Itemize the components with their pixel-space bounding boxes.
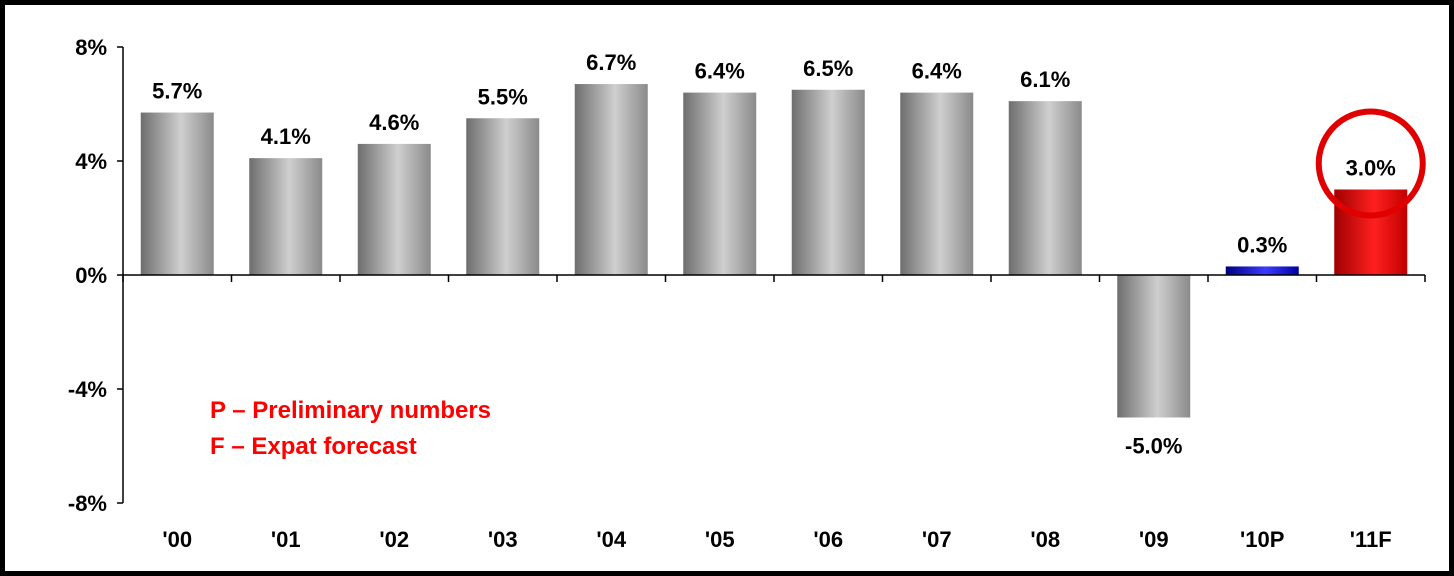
notes-annotation: P – Preliminary numbers F – Expat foreca… <box>210 397 491 460</box>
data-label: 6.5% <box>803 56 853 81</box>
x-tick-label: '05 <box>705 527 735 552</box>
data-label: 4.6% <box>369 110 419 135</box>
highlight-circle <box>1315 108 1426 219</box>
y-tick-label: -8% <box>68 491 107 516</box>
data-label: 6.4% <box>912 59 962 84</box>
x-tick-label: '09 <box>1139 527 1169 552</box>
data-label: 0.3% <box>1237 232 1287 257</box>
y-tick-label: 0% <box>75 263 107 288</box>
bar <box>249 158 323 275</box>
y-tick-label: -4% <box>68 377 107 402</box>
bar <box>1225 266 1299 275</box>
x-tick-label: '10P <box>1240 527 1284 552</box>
bar-chart: -8% -4% 0% 4% 8% 5.7% '00 4.1% '01 4.6% '02 5.5% '03… <box>68 35 1426 552</box>
y-tick-label: 8% <box>75 35 107 60</box>
bar <box>683 92 757 275</box>
data-label: 6.7% <box>586 50 636 75</box>
bar <box>791 89 865 275</box>
bar <box>574 84 648 275</box>
data-label: 6.4% <box>695 59 745 84</box>
x-tick-label: '06 <box>813 527 843 552</box>
note-preliminary: P – Preliminary numbers <box>210 397 491 424</box>
bar <box>1008 101 1082 276</box>
bars-layer <box>140 84 1408 418</box>
axes-layer <box>117 46 1426 504</box>
x-tick-label: '02 <box>379 527 409 552</box>
data-label: -5.0% <box>1125 434 1182 459</box>
x-tick-label: '08 <box>1030 527 1060 552</box>
x-tick-label: '07 <box>922 527 952 552</box>
bar <box>466 118 540 275</box>
note-forecast: F – Expat forecast <box>210 433 417 460</box>
y-tick-label: 4% <box>75 149 107 174</box>
x-tick-label: '04 <box>596 527 626 552</box>
x-tick-label: '00 <box>162 527 192 552</box>
data-label: 5.5% <box>478 84 528 109</box>
x-tick-label: '03 <box>488 527 518 552</box>
data-label: 3.0% <box>1346 156 1396 181</box>
data-label: 5.7% <box>152 79 202 104</box>
data-label: 4.1% <box>261 124 311 149</box>
bar <box>357 143 431 275</box>
bar <box>140 112 214 275</box>
x-tick-label: '01 <box>271 527 301 552</box>
bar <box>1117 275 1191 418</box>
bar <box>1334 189 1408 275</box>
labels-layer: -8% -4% 0% 4% 8% 5.7% '00 4.1% '01 4.6% '02 5.5% '03… <box>68 35 1426 552</box>
x-tick-label: '11F <box>1350 527 1392 552</box>
data-label: 6.1% <box>1020 67 1070 92</box>
bar <box>900 92 974 275</box>
